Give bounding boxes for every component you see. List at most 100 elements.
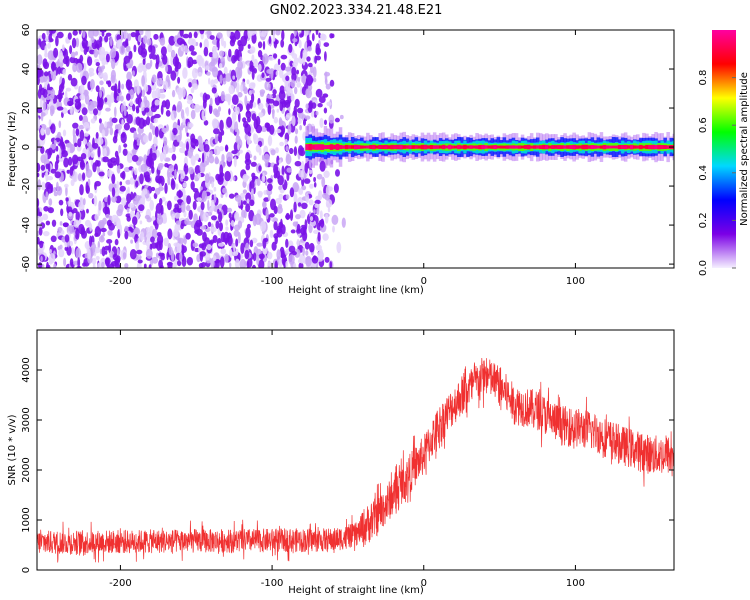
heatmap-noise-cell (240, 84, 244, 92)
heatmap-noise-cell (190, 181, 195, 191)
heatmap-noise-cell (170, 70, 177, 81)
heatmap-noise-cell (191, 59, 198, 65)
heatmap-noise-cell (298, 170, 304, 178)
heatmap-noise-cell (146, 116, 151, 126)
heatmap-noise-cell (246, 79, 250, 85)
heatmap-noise-cell (48, 147, 53, 156)
heatmap-noise-cell (211, 118, 219, 129)
heatmap-noise-cell (225, 226, 229, 231)
heatmap-x-label: Height of straight line (km) (288, 285, 424, 296)
heatmap-noise-cell (204, 173, 210, 184)
heatmap-noise-cell (173, 110, 177, 119)
heatmap-noise-cell (137, 133, 142, 141)
heatmap-signal-cell (630, 144, 634, 150)
heatmap-noise-cell (133, 44, 137, 53)
heatmap-noise-cell (234, 48, 240, 60)
heatmap-noise-cell (257, 41, 263, 49)
heatmap-noise-cell (126, 207, 130, 213)
heatmap-noise-cell (114, 106, 117, 118)
heatmap-noise-cell (72, 30, 78, 36)
heatmap-noise-cell (45, 163, 49, 170)
heatmap-noise-cell (153, 33, 159, 40)
heatmap-noise-cell (171, 132, 174, 141)
heatmap-noise-cell (97, 146, 101, 158)
heatmap-noise-cell (124, 230, 129, 240)
heatmap-noise-cell (203, 120, 209, 126)
heatmap-noise-cell (180, 170, 186, 180)
heatmap-signal-cell (654, 145, 658, 150)
heatmap-noise-cell (329, 79, 335, 87)
heatmap-noise-cell (79, 84, 85, 95)
heatmap-noise-cell (332, 225, 335, 233)
heatmap-noise-cell (257, 190, 263, 197)
heatmap-noise-cell (46, 264, 51, 268)
heatmap-noise-cell (175, 183, 179, 190)
heatmap-noise-cell (253, 58, 258, 68)
heatmap-noise-cell (315, 88, 323, 98)
heatmap-noise-cell (91, 142, 99, 149)
heatmap-noise-cell (102, 148, 107, 157)
heatmap-noise-cell (104, 121, 108, 129)
heatmap-noise-cell (135, 97, 140, 105)
heatmap-noise-cell (83, 122, 90, 129)
heatmap-noise-cell (336, 241, 342, 254)
heatmap-noise-cell (82, 42, 86, 49)
heatmap-noise-cell (145, 240, 150, 247)
heatmap-noise-cell (323, 42, 330, 47)
heatmap-signal-cell (445, 145, 449, 149)
heatmap-noise-cell (38, 211, 43, 217)
heatmap-noise-cell (324, 119, 327, 126)
heatmap-noise-cell (97, 66, 104, 73)
heatmap-noise-cell (238, 44, 244, 52)
heatmap-noise-cell (226, 151, 233, 162)
heatmap-signal-cell (508, 145, 513, 149)
heatmap-noise-cell (319, 117, 324, 128)
heatmap-noise-cell (225, 219, 229, 226)
heatmap-noise-cell (99, 80, 104, 86)
heatmap-noise-cell (277, 175, 284, 186)
heatmap-noise-cell (294, 128, 299, 135)
heatmap-noise-cell (84, 219, 91, 227)
heatmap-noise-cell (164, 182, 168, 194)
heatmap-noise-cell (135, 105, 140, 112)
heatmap-noise-cell (213, 78, 219, 84)
heatmap-noise-cell (41, 172, 45, 178)
heatmap-noise-cell (135, 180, 139, 188)
heatmap-noise-cell (209, 239, 215, 244)
heatmap-signal-cell (520, 145, 525, 149)
heatmap-noise-cell (275, 30, 281, 36)
heatmap-noise-cell (208, 152, 213, 159)
heatmap-noise-cell (186, 95, 193, 101)
heatmap-noise-cell (310, 65, 314, 74)
heatmap-noise-cell (327, 207, 331, 213)
heatmap-noise-cell (226, 30, 231, 38)
heatmap-noise-cell (307, 46, 312, 52)
y-tick-label: 60 (21, 24, 32, 37)
heatmap-signal-cell (432, 145, 437, 149)
heatmap-noise-cell (294, 160, 302, 167)
heatmap-noise-cell (208, 52, 214, 58)
heatmap-noise-cell (273, 221, 278, 231)
heatmap-noise-cell (297, 76, 301, 83)
heatmap-noise-cell (181, 245, 187, 253)
heatmap-noise-cell (116, 95, 122, 102)
heatmap-noise-cell (231, 150, 238, 155)
heatmap-noise-cell (51, 219, 57, 227)
heatmap-noise-cell (45, 170, 49, 183)
heatmap-noise-cell (278, 117, 283, 127)
heatmap-noise-cell (171, 89, 176, 98)
heatmap-noise-cell (190, 109, 196, 120)
heatmap-noise-cell (179, 147, 186, 154)
heatmap-noise-cell (72, 62, 77, 73)
heatmap-signal-cell (484, 145, 488, 149)
heatmap-noise-cell (329, 261, 333, 268)
heatmap-noise-cell (186, 195, 192, 205)
heatmap-noise-cell (296, 81, 301, 88)
y-tick-label: 2000 (21, 457, 32, 482)
heatmap-noise-cell (121, 119, 124, 126)
heatmap-noise-cell (170, 49, 176, 58)
heatmap-noise-cell (104, 97, 108, 103)
heatmap-noise-cell (49, 249, 52, 254)
heatmap-signal-cell (557, 145, 561, 149)
heatmap-noise-cell (77, 257, 81, 268)
